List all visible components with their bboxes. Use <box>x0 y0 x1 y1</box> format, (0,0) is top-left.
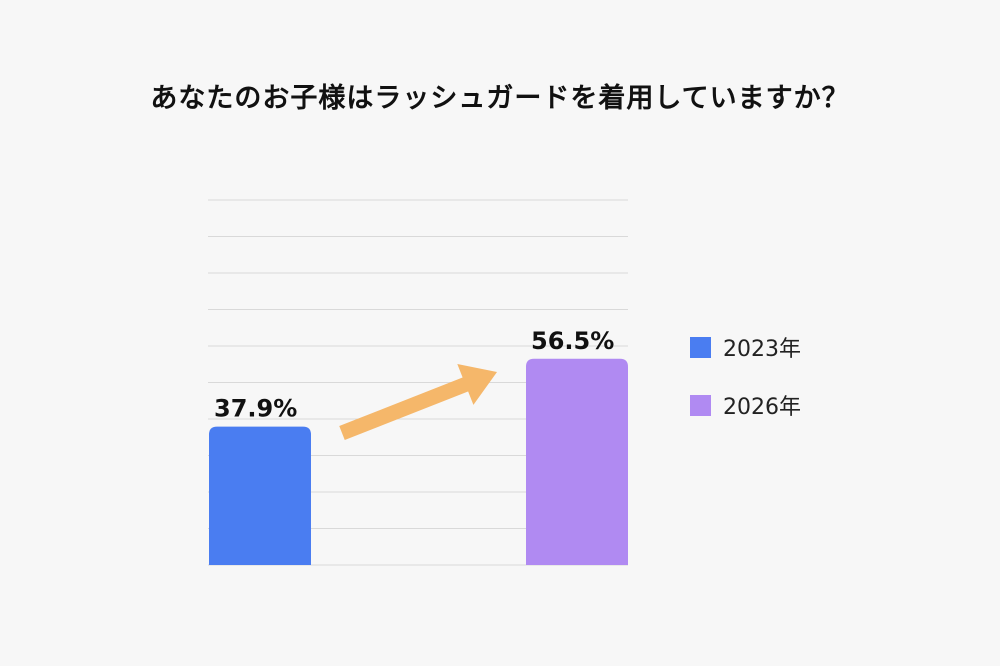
legend-swatch-2023 <box>690 336 711 358</box>
data-label-2026: 56.5% <box>531 327 614 355</box>
trend-arrow-shaft <box>339 376 472 440</box>
trend-arrow <box>339 363 497 440</box>
legend-item-2023: 2023年 <box>690 330 890 364</box>
chart-title: あなたのお子様はラッシュガードを着用していますか？ <box>150 83 850 114</box>
data-labels-group: 37.9% 56.5% <box>214 327 614 423</box>
legend: 2023年 2026年 <box>690 330 890 446</box>
bar-2023 <box>209 426 311 565</box>
legend-swatch-2026 <box>690 394 711 416</box>
legend-item-2026: 2026年 <box>690 388 890 422</box>
bars-group <box>209 358 628 565</box>
legend-label-2026: 2026年 <box>723 395 801 420</box>
trend-arrow-head <box>457 363 497 405</box>
data-label-2023: 37.9% <box>214 395 297 423</box>
bar-2026 <box>526 358 628 565</box>
legend-label-2023: 2023年 <box>723 337 801 362</box>
